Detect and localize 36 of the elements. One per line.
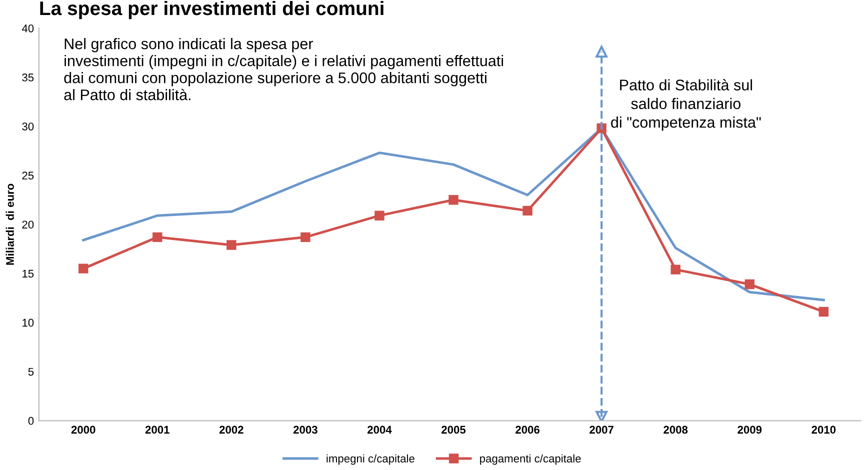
- x-tick-label: 2000: [71, 426, 96, 434]
- x-tick-label: 2008: [664, 426, 688, 434]
- x-tick-label: 2010: [812, 426, 836, 434]
- y-tick-label: 5: [28, 368, 34, 376]
- point: [522, 206, 532, 216]
- text: Nel grafico sono indicati la spesa per investimenti (impegni in c/capitale) e i relativi pagamenti effettuati dai comuni con popolazione superiore a 5.000 abitanti soggetti al Patto di stabilità.: [64, 38, 503, 100]
- y-tick-label: 20: [22, 220, 34, 229]
- x-tick-label: 2009: [738, 426, 762, 434]
- y-axis-title: Miliardi di euro: [6, 184, 14, 265]
- x-tick-label: 2005: [442, 426, 466, 434]
- point: [78, 264, 88, 274]
- y-tick-label: 25: [22, 172, 34, 180]
- chart-title: La spesa per investimenti dei comuni: [40, 0, 384, 20]
- point: [744, 279, 754, 290]
- ref-line-label: Patto di Stabilità sul saldo finanziario di "competenza mista": [611, 79, 761, 131]
- point: [374, 210, 384, 220]
- x-tick-label: 2006: [516, 426, 540, 434]
- point: [226, 240, 236, 250]
- y-tick-label: 15: [22, 270, 34, 278]
- point: [448, 195, 458, 205]
- y-tick-label: 0: [28, 416, 34, 425]
- x-tick-label: 2007: [590, 426, 614, 434]
- y-tick-label: 30: [22, 122, 34, 130]
- legend-label: pagamenti c/capitale: [480, 454, 581, 465]
- point: [670, 264, 680, 274]
- x-tick-label: 2003: [293, 426, 318, 434]
- point: [818, 306, 829, 317]
- point: [152, 232, 162, 242]
- x-tick-label: 2004: [368, 426, 392, 434]
- y-tick-label: 10: [22, 318, 34, 327]
- y-tick-label: 40: [22, 24, 34, 32]
- point: [300, 232, 310, 242]
- x-tick-label: 2002: [219, 426, 244, 434]
- y-tick-label: 35: [22, 74, 34, 82]
- legend-label: impegni c/capitale: [326, 454, 414, 465]
- x-tick-label: 2001: [145, 426, 170, 434]
